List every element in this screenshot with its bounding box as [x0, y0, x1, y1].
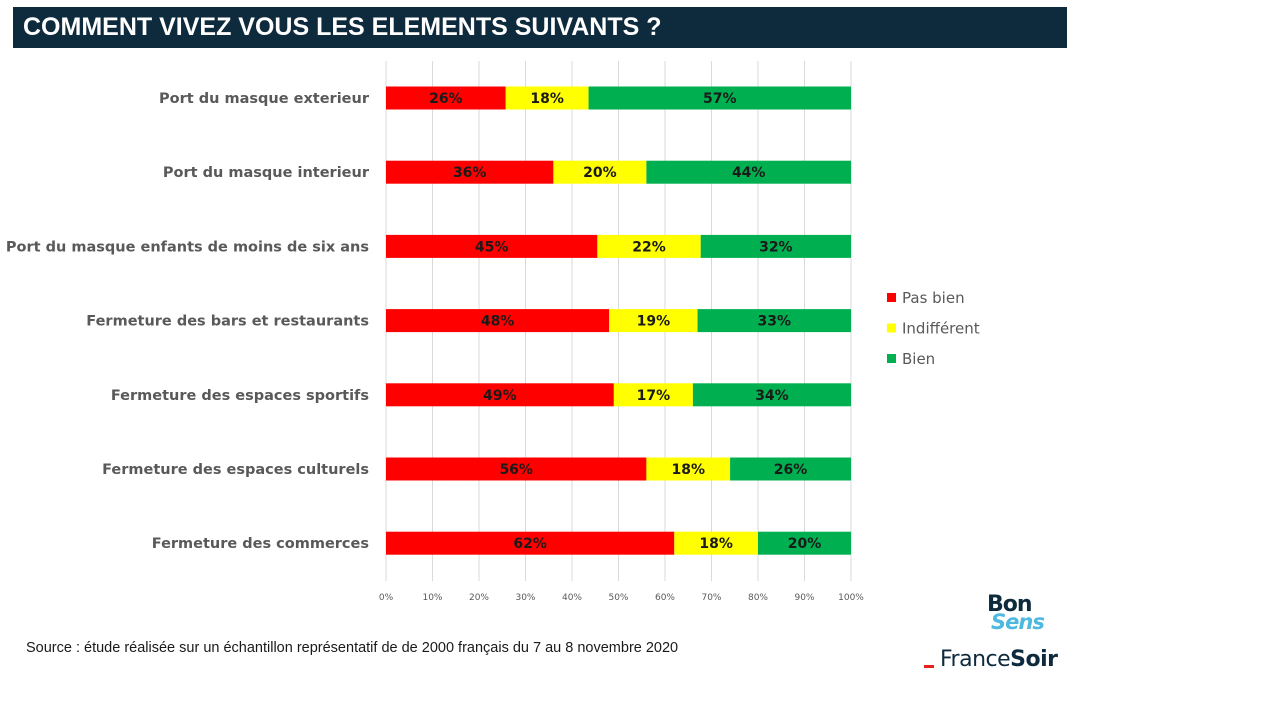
data-label: 20% [583, 165, 617, 181]
bar-bien [692, 383, 851, 407]
bar-pas-bien [386, 160, 554, 184]
legend-label: Indifférent [902, 320, 980, 338]
bar-bien [588, 86, 851, 110]
data-label: 19% [637, 314, 671, 330]
data-label: 57% [703, 91, 737, 107]
data-label: 48% [481, 314, 515, 330]
data-label: 44% [732, 165, 766, 181]
data-label: 20% [788, 536, 822, 552]
category-label: Fermeture des commerces [152, 536, 369, 552]
source-note: Source : étude réalisée sur un échantill… [26, 640, 679, 656]
legend: Pas bien Indifférent Bien [887, 289, 980, 368]
bar-indifferent [613, 383, 693, 407]
x-tick-label: 10% [422, 593, 442, 603]
x-tick-label: 90% [794, 593, 814, 603]
bonsens-logo-top: Bon [987, 592, 1033, 617]
bar-bien [697, 309, 851, 333]
bar-pas-bien [386, 457, 647, 481]
data-label: 49% [483, 388, 517, 404]
bar-indifferent [597, 234, 701, 258]
x-tick-label: 30% [515, 593, 535, 603]
francesoir-dash [924, 665, 934, 669]
x-tick-label: 60% [655, 593, 675, 603]
x-axis-ticks: 0% 10% 20% 30% 40% 50% 60% 70% 80% 90% 100% [379, 593, 864, 603]
data-label: 22% [632, 239, 666, 255]
data-label: 26% [774, 462, 808, 478]
category-label: Fermeture des espaces culturels [102, 462, 369, 478]
category-label: Fermeture des bars et restaurants [86, 314, 369, 330]
bar-indifferent [609, 309, 698, 333]
bar-indifferent [505, 86, 589, 110]
stacked-bar-chart: 26% 18% 57% 36% 20% 44% 45% 22% 32% 48% 19% 33% 49% 1… [6, 61, 980, 603]
data-label: 26% [429, 91, 463, 107]
x-tick-label: 100% [838, 593, 864, 603]
bonsens-logo: Bon Sens [983, 592, 1049, 640]
category-label: Port du masque enfants de moins de six a… [6, 239, 369, 255]
legend-swatch-indifferent [887, 323, 896, 333]
data-label: 18% [671, 462, 705, 478]
data-label: 18% [699, 536, 733, 552]
x-tick-label: 20% [469, 593, 489, 603]
legend-label: Pas bien [902, 289, 965, 307]
data-label: 17% [637, 388, 671, 404]
bar-indifferent [646, 457, 731, 481]
x-tick-label: 40% [562, 593, 582, 603]
bar-pas-bien [386, 383, 614, 407]
data-label: 36% [453, 165, 487, 181]
page-title: COMMENT VIVEZ VOUS LES ELEMENTS SUIVANTS… [13, 7, 1067, 48]
bar-indifferent [553, 160, 647, 184]
data-label: 34% [755, 388, 789, 404]
bar-pas-bien [386, 309, 610, 333]
x-tick-label: 80% [748, 593, 768, 603]
francesoir-logo: FranceSoir [924, 647, 1058, 673]
bar-bien [700, 234, 851, 258]
category-label: Fermeture des espaces sportifs [111, 388, 369, 404]
x-tick-label: 70% [701, 593, 721, 603]
data-label: 18% [530, 91, 564, 107]
francesoir-logo-soir: Soir [1010, 647, 1058, 672]
bar-pas-bien [386, 86, 506, 110]
data-label: 62% [513, 536, 547, 552]
bar-bien [730, 457, 851, 481]
legend-swatch-bien [887, 354, 896, 363]
data-label: 33% [758, 314, 792, 330]
bonsens-logo-bottom: Sens [991, 610, 1045, 634]
legend-label: Bien [902, 350, 935, 368]
x-tick-label: 50% [608, 593, 628, 603]
francesoir-logo-france: France [940, 647, 1011, 672]
bar-indifferent [674, 531, 758, 555]
category-label: Port du masque exterieur [159, 91, 370, 107]
data-label: 32% [759, 239, 793, 255]
category-labels: Port du masque exterieur Port du masque i… [6, 91, 370, 552]
category-label: Port du masque interieur [163, 165, 370, 181]
bar-pas-bien [386, 234, 598, 258]
bars: 26% 18% 57% 36% 20% 44% 45% 22% 32% 48% 19% 33% 49% 1… [386, 86, 851, 555]
bar-bien [646, 160, 851, 184]
bar-pas-bien [386, 531, 675, 555]
bar-bien [758, 531, 851, 555]
legend-swatch-pas-bien [887, 293, 896, 302]
data-label: 56% [499, 462, 533, 478]
data-label: 45% [475, 239, 509, 255]
x-tick-label: 0% [379, 593, 394, 603]
